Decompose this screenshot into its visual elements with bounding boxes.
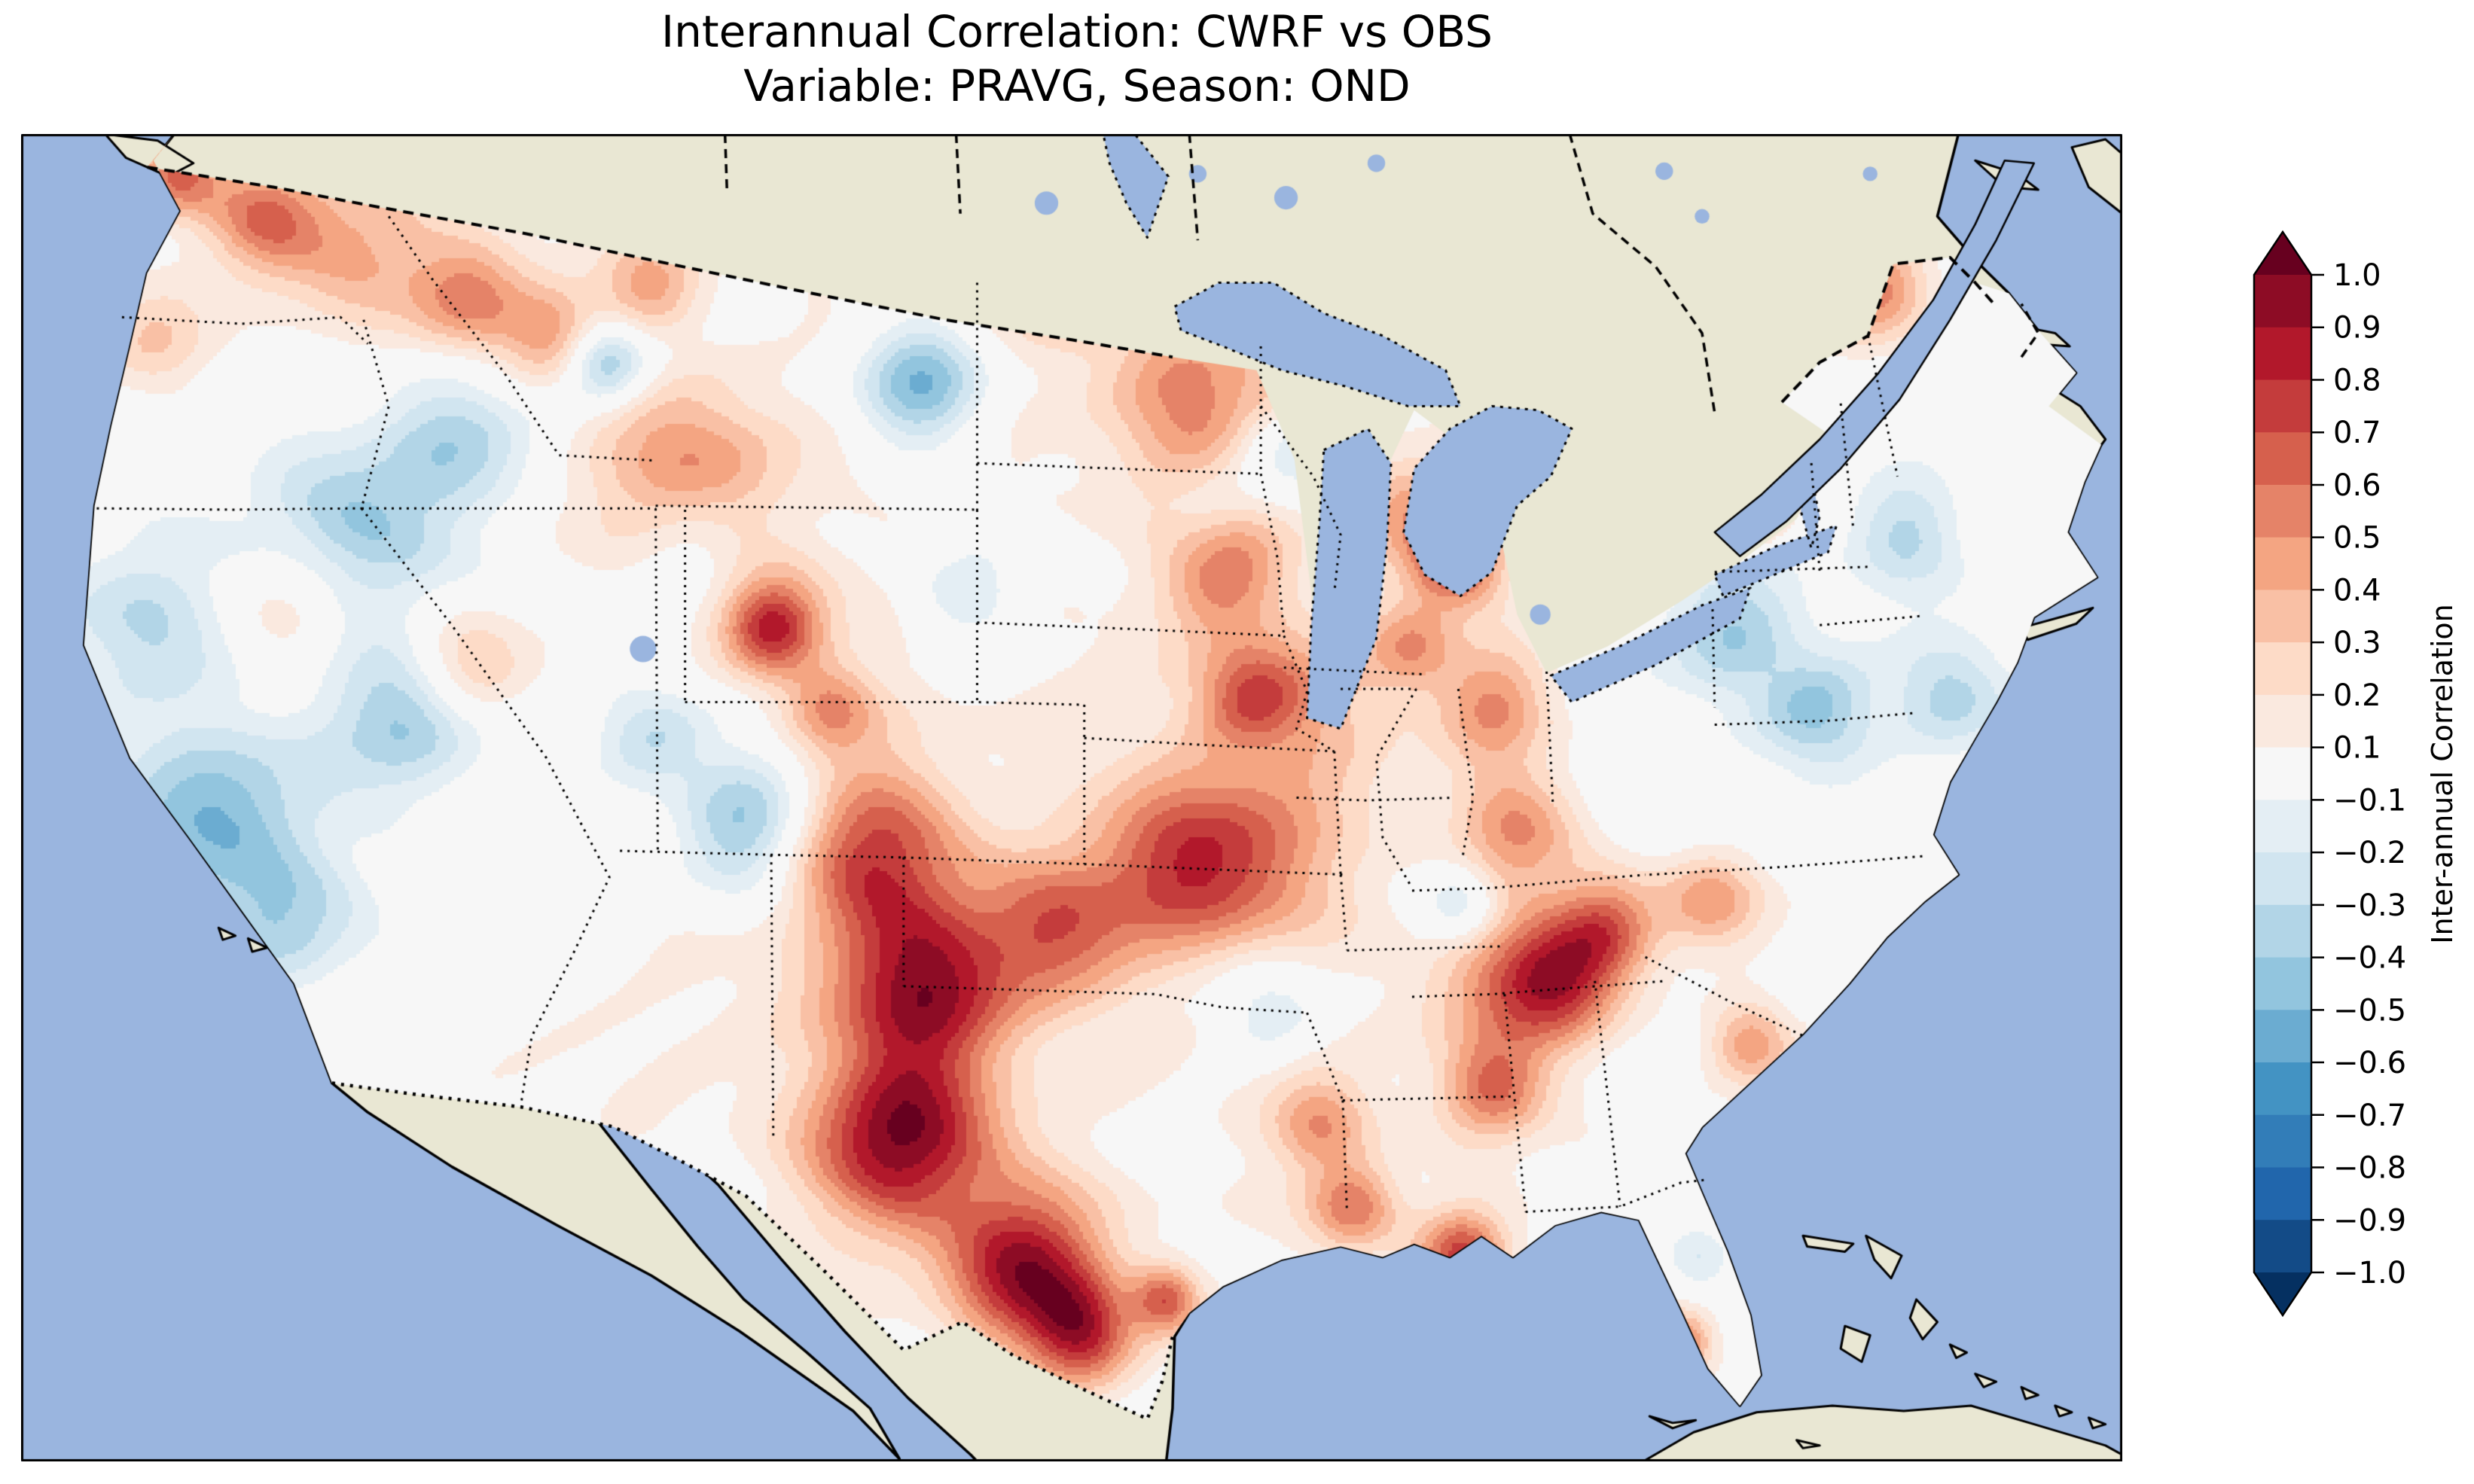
colorbar-band [2254, 1114, 2311, 1169]
colorbar-band [2254, 275, 2311, 328]
colorbar-band [2254, 957, 2311, 1011]
colorbar-tick-label: −0.4 [2333, 941, 2406, 976]
colorbar-band [2254, 747, 2311, 801]
colorbar-tick-label: −0.6 [2333, 1046, 2406, 1080]
colorbar-tick-label: 0.4 [2333, 573, 2381, 608]
colorbar-over-arrow [2254, 232, 2311, 275]
colorbar-tick-label: −0.7 [2333, 1099, 2406, 1133]
colorbar-tick-label: −0.2 [2333, 836, 2406, 870]
colorbar-band [2254, 904, 2311, 958]
colorbar-band [2254, 484, 2311, 538]
colorbar-band [2254, 590, 2311, 643]
colorbar-tick-label: 0.5 [2333, 521, 2381, 556]
colorbar-band [2254, 327, 2311, 381]
colorbar-band [2254, 694, 2311, 748]
correlation-map [21, 134, 2122, 1461]
chart-title: Interannual Correlation: CWRF vs OBS [660, 6, 1493, 57]
colorbar-tick-label: 0.8 [2333, 363, 2381, 398]
colorbar-band [2254, 1062, 2311, 1116]
colorbar-band [2254, 1220, 2311, 1273]
chart-subtitle: Variable: PRAVG, Season: OND [743, 60, 1411, 111]
colorbar-tick-label: −0.8 [2333, 1151, 2406, 1186]
colorbar-axis-label: Inter-annual Correlation [2426, 604, 2459, 944]
colorbar-band [2254, 432, 2311, 486]
colorbar-band [2254, 642, 2311, 696]
colorbar-tick-label: 0.9 [2333, 311, 2381, 346]
colorbar-band [2254, 800, 2311, 853]
colorbar-tick-label: −0.5 [2333, 993, 2406, 1028]
colorbar-tick-label: −0.9 [2333, 1203, 2406, 1238]
colorbar-band [2254, 1167, 2311, 1221]
colorbar-tick-label: 0.7 [2333, 416, 2381, 450]
colorbar-tick-label: 0.3 [2333, 626, 2381, 660]
colorbar: 1.0 0.9 0.8 0.7 0.6 0.5 0.4 0.3 0.2 0.1 −0.1 −0.2 −0… [2253, 230, 2406, 1318]
colorbar-tick-label: −1.0 [2333, 1256, 2406, 1291]
colorbar-band [2254, 537, 2311, 591]
colorbar-band [2254, 852, 2311, 906]
colorbar-tick-label: −0.1 [2333, 783, 2406, 818]
colorbar-tick-label: 0.6 [2333, 468, 2381, 503]
colorbar-tick-label: 0.1 [2333, 731, 2381, 766]
colorbar-tick-label: −0.3 [2333, 888, 2406, 923]
colorbar-band [2254, 379, 2311, 434]
colorbar-under-arrow [2254, 1272, 2311, 1315]
colorbar-tick-label: 1.0 [2333, 258, 2381, 293]
colorbar-band [2254, 1010, 2311, 1063]
colorbar-tick-label: 0.2 [2333, 678, 2381, 713]
